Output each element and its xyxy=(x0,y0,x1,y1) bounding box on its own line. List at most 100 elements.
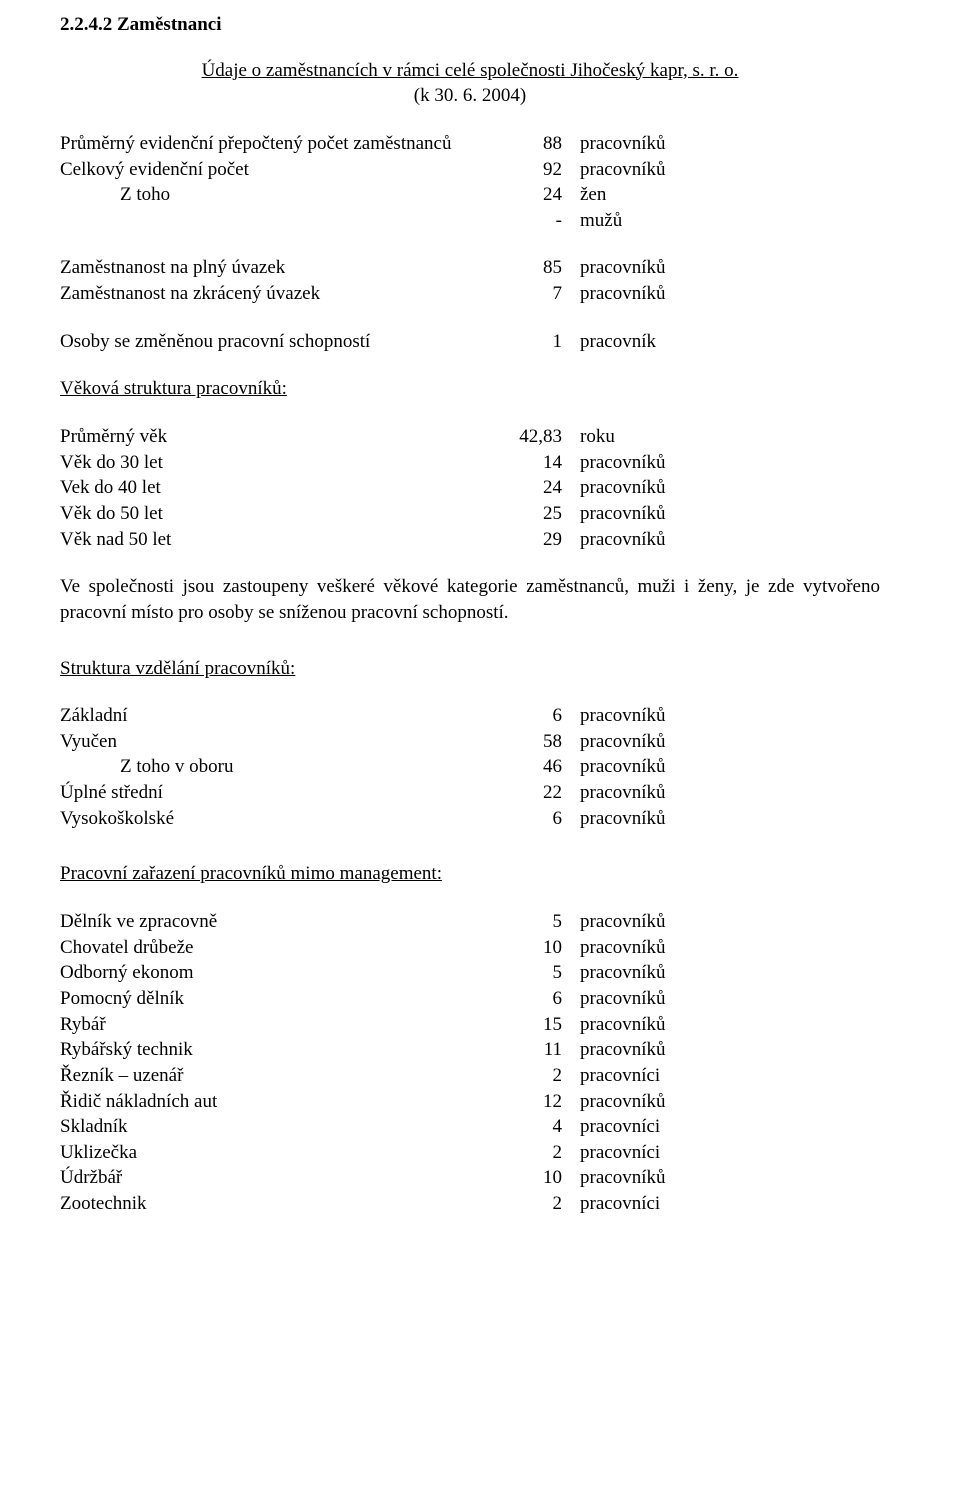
row-label: Dělník ve zpracovně xyxy=(60,909,500,935)
row-label: Údržbář xyxy=(60,1165,500,1191)
row-value: 10 xyxy=(500,1165,580,1191)
row-label: Základní xyxy=(60,703,500,729)
row-label: Z toho v oboru xyxy=(60,754,500,780)
row-value: 5 xyxy=(500,909,580,935)
row-unit: pracovníci xyxy=(580,1114,880,1140)
row-label: Zootechnik xyxy=(60,1191,500,1217)
section-heading: 2.2.4.2 Zaměstnanci xyxy=(60,12,880,38)
edu-table: Základní6pracovníkůVyučen58pracovníkůZ t… xyxy=(60,703,880,831)
row-label: Osoby se změněnou pracovní schopností xyxy=(60,329,500,355)
edu-section-title: Struktura vzdělání pracovníků: xyxy=(60,656,880,682)
row-value: 22 xyxy=(500,780,580,806)
row-value: 1 xyxy=(500,329,580,355)
row-unit: pracovníků xyxy=(580,1037,880,1063)
table-row: Průměrný věk42,83roku xyxy=(60,424,880,450)
row-label: Řidič nákladních aut xyxy=(60,1089,500,1115)
row-label: Uklizečka xyxy=(60,1140,500,1166)
row-unit: roku xyxy=(580,424,880,450)
row-value: 15 xyxy=(500,1012,580,1038)
row-value: 11 xyxy=(500,1037,580,1063)
table-row: Úplné střední22pracovníků xyxy=(60,780,880,806)
age-section-title: Věková struktura pracovníků: xyxy=(60,376,880,402)
row-unit: pracovníků xyxy=(580,703,880,729)
row-value: 29 xyxy=(500,527,580,553)
age-table: Průměrný věk42,83rokuVěk do 30 let14prac… xyxy=(60,424,880,552)
row-value: 2 xyxy=(500,1191,580,1217)
row-unit: pracovníků xyxy=(580,960,880,986)
row-value: 12 xyxy=(500,1089,580,1115)
paragraph: Ve společnosti jsou zastoupeny veškeré v… xyxy=(60,574,880,625)
table-row: Pomocný dělník6pracovníků xyxy=(60,986,880,1012)
row-unit: pracovníci xyxy=(580,1191,880,1217)
table-row: Zaměstnanost na plný úvazek85pracovníků xyxy=(60,255,880,281)
row-unit: pracovníků xyxy=(580,935,880,961)
row-unit: pracovníků xyxy=(580,780,880,806)
row-label xyxy=(60,208,500,234)
row-label: Pomocný dělník xyxy=(60,986,500,1012)
row-value: 2 xyxy=(500,1063,580,1089)
row-label: Skladník xyxy=(60,1114,500,1140)
row-value: 42,83 xyxy=(500,424,580,450)
page: 2.2.4.2 Zaměstnanci Údaje o zaměstnancíc… xyxy=(0,0,960,1487)
row-value: 2 xyxy=(500,1140,580,1166)
table-row: Z toho24žen xyxy=(60,182,880,208)
row-value: 88 xyxy=(500,131,580,157)
table-row: Věk do 50 let25pracovníků xyxy=(60,501,880,527)
row-unit: pracovníků xyxy=(580,729,880,755)
row-value: 25 xyxy=(500,501,580,527)
table-row: Celkový evidenční počet92pracovníků xyxy=(60,157,880,183)
table-row: Osoby se změněnou pracovní schopností1pr… xyxy=(60,329,880,355)
row-value: 85 xyxy=(500,255,580,281)
row-value: - xyxy=(500,208,580,234)
table-row: Zootechnik2pracovníci xyxy=(60,1191,880,1217)
row-unit: pracovníků xyxy=(580,281,880,307)
table-row: Vysokoškolské6pracovníků xyxy=(60,806,880,832)
row-unit: pracovníků xyxy=(580,1165,880,1191)
job-table: Dělník ve zpracovně5pracovníkůChovatel d… xyxy=(60,909,880,1217)
row-value: 6 xyxy=(500,806,580,832)
row-label: Zaměstnanost na plný úvazek xyxy=(60,255,500,281)
row-label: Celkový evidenční počet xyxy=(60,157,500,183)
general-table: Průměrný evidenční přepočtený počet zamě… xyxy=(60,131,880,234)
table-row: Rybářský technik11pracovníků xyxy=(60,1037,880,1063)
row-label: Vysokoškolské xyxy=(60,806,500,832)
row-label: Rybářský technik xyxy=(60,1037,500,1063)
row-label: Odborný ekonom xyxy=(60,960,500,986)
table-row: Uklizečka2pracovníci xyxy=(60,1140,880,1166)
row-unit: žen xyxy=(580,182,880,208)
row-label: Úplné střední xyxy=(60,780,500,806)
row-unit: pracovníků xyxy=(580,1012,880,1038)
row-label: Rybář xyxy=(60,1012,500,1038)
table-row: Chovatel drůbeže10pracovníků xyxy=(60,935,880,961)
row-value: 10 xyxy=(500,935,580,961)
table-row: - mužů xyxy=(60,208,880,234)
table-row: Základní6pracovníků xyxy=(60,703,880,729)
row-unit: pracovníků xyxy=(580,475,880,501)
row-unit: pracovníků xyxy=(580,255,880,281)
table-row: Skladník4pracovníci xyxy=(60,1114,880,1140)
row-value: 46 xyxy=(500,754,580,780)
row-unit: pracovníci xyxy=(580,1140,880,1166)
table-row: Zaměstnanost na zkrácený úvazek7pracovní… xyxy=(60,281,880,307)
row-value: 24 xyxy=(500,182,580,208)
row-unit: pracovníků xyxy=(580,131,880,157)
row-label: Vek do 40 let xyxy=(60,475,500,501)
row-value: 24 xyxy=(500,475,580,501)
table-row: Rybář15pracovníků xyxy=(60,1012,880,1038)
table-row: Věk do 30 let14pracovníků xyxy=(60,450,880,476)
row-label: Průměrný věk xyxy=(60,424,500,450)
row-unit: mužů xyxy=(580,208,880,234)
row-label: Věk nad 50 let xyxy=(60,527,500,553)
row-unit: pracovníků xyxy=(580,909,880,935)
table-row: Dělník ve zpracovně5pracovníků xyxy=(60,909,880,935)
row-value: 5 xyxy=(500,960,580,986)
table-row: Řezník – uzenář2pracovníci xyxy=(60,1063,880,1089)
table-row: Odborný ekonom5pracovníků xyxy=(60,960,880,986)
row-unit: pracovníků xyxy=(580,450,880,476)
row-unit: pracovníků xyxy=(580,986,880,1012)
row-unit: pracovníků xyxy=(580,157,880,183)
job-section-title: Pracovní zařazení pracovníků mimo manage… xyxy=(60,861,880,887)
subtitle-block: Údaje o zaměstnancích v rámci celé spole… xyxy=(60,58,880,109)
table-row: Vyučen58pracovníků xyxy=(60,729,880,755)
row-label: Chovatel drůbeže xyxy=(60,935,500,961)
